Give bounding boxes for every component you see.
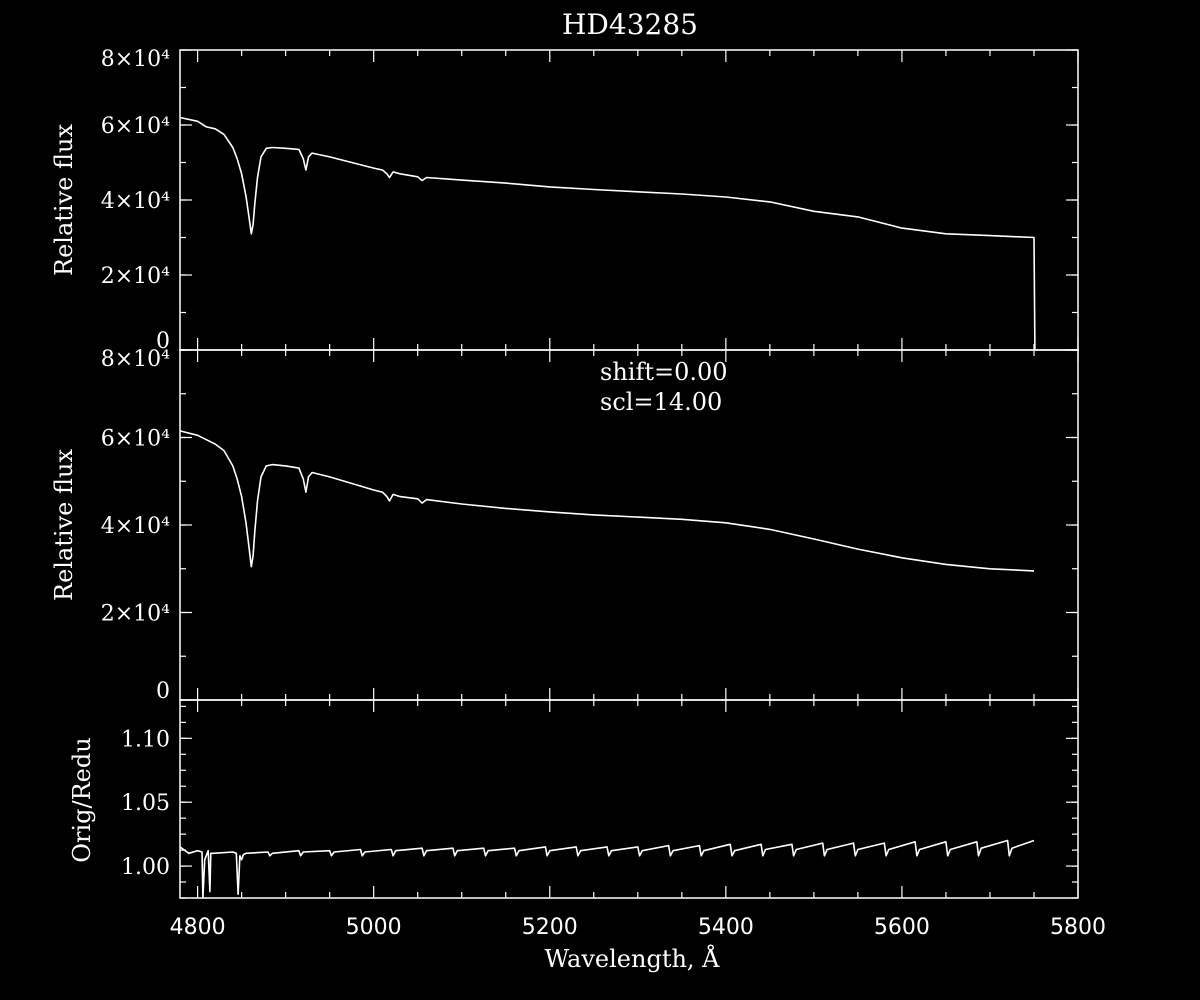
panel-1-y-tick-label: 6×10⁴ (101, 427, 170, 452)
x-tick-label: 5000 (346, 915, 402, 940)
panel-0-y-tick-label: 6×10⁴ (101, 114, 170, 139)
panel-2-y-tick-label: 1.05 (121, 791, 170, 816)
panel-1-y-tick-label: 0 (156, 679, 170, 704)
panel-1-y-tick-label: 8×10⁴ (101, 347, 170, 372)
panel-2-series-line (179, 839, 1035, 899)
panel-0-y-tick-label: 4×10⁴ (101, 189, 170, 214)
chart-title: HD43285 (562, 8, 698, 41)
panel-0-y-tick-label: 2×10⁴ (101, 264, 170, 289)
middle-panel-y-label: Relative flux (50, 449, 78, 601)
shift-annotation: shift=0.00 (600, 358, 728, 386)
panel-0-y-tick-label: 0 (156, 329, 170, 354)
panel-0-series-line (179, 116, 1037, 351)
bottom-panel-y-label: Orig/Redu (68, 737, 96, 862)
panel-2-y-tick-label: 1.10 (121, 727, 170, 752)
x-tick-label: 5200 (522, 915, 578, 940)
x-tick-label: 4800 (170, 915, 226, 940)
panel-2-y-tick-label: 1.00 (121, 855, 170, 880)
panel-0-frame (179, 49, 1079, 351)
x-axis-label: Wavelength, Å (544, 944, 720, 973)
panel-1-y-tick-label: 4×10⁴ (101, 514, 170, 539)
x-tick-label: 5400 (698, 915, 754, 940)
x-tick-label: 5600 (874, 915, 930, 940)
panel-1-y-tick-label: 2×10⁴ (101, 602, 170, 627)
panel-2-frame (179, 699, 1079, 899)
x-tick-label: 5800 (1050, 915, 1106, 940)
panel-0-y-tick-label: 8×10⁴ (101, 47, 170, 72)
scale-annotation: scl=14.00 (600, 388, 722, 416)
panel-1-series-line (179, 430, 1035, 572)
top-panel-y-label: Relative flux (50, 124, 78, 276)
